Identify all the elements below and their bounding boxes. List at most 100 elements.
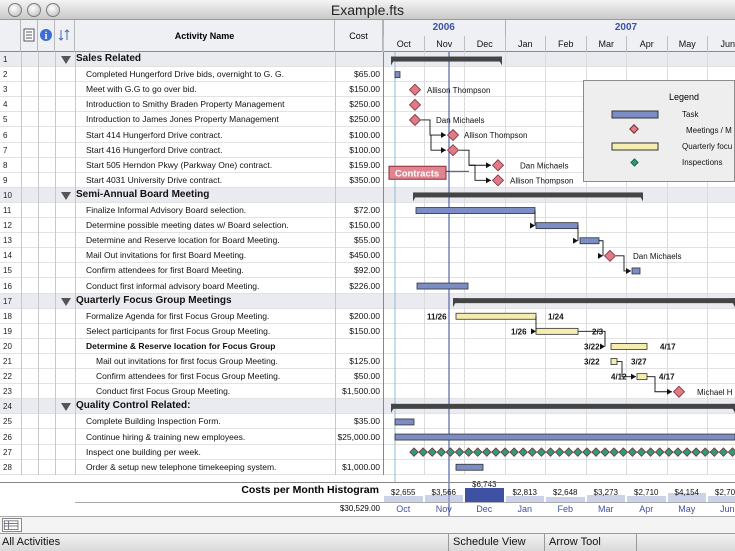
activity-name[interactable]: Complete Building Inspection Form. [86,416,221,427]
activity-name[interactable]: Formalize Agenda for first Focus Group M… [86,310,270,321]
table-row[interactable]: 7 Start 416 Hungerford Drive contract. $10… [0,143,735,158]
activity-cost[interactable]: $250.00 [349,99,380,110]
month-label[interactable]: Mar [585,36,627,52]
close-window-button[interactable] [8,3,22,17]
activity-cost[interactable]: $25,000.00 [337,431,380,442]
table-row[interactable]: 13 Determine and Reserve location for Boa… [0,233,735,249]
activity-cost[interactable]: $350.00 [349,174,380,185]
table-row[interactable]: 8 Start 505 Herndon Pkwy (Parkway One) co… [0,158,735,173]
activity-name[interactable]: Quarterly Focus Group Meetings [76,294,232,306]
summary-row[interactable]: 10 Semi-Annual Board Meeting [0,187,735,203]
table-row[interactable]: 16 Conduct first informal advisory board … [0,279,735,294]
table-row[interactable]: 14 Mail Out invitations for first Board M… [0,248,735,264]
month-label[interactable]: Oct [383,36,424,52]
activity-cost[interactable]: $1,500.00 [342,386,380,397]
disclosure-triangle-icon[interactable] [61,56,71,64]
summary-row[interactable]: 1 Sales Related [0,52,735,68]
activity-name[interactable]: Confirm attendees for first Board Meetin… [86,265,244,276]
activity-name[interactable]: Start 4031 University Drive contract. [86,174,223,185]
table-row[interactable]: 28 Order & setup new telephone timekeepin… [0,460,735,475]
month-label[interactable]: Jan [504,36,546,52]
table-row[interactable]: 6 Start 414 Hungerford Drive contract. $10… [0,128,735,143]
disclosure-triangle-icon[interactable] [61,191,71,200]
table-row[interactable]: 11 Finalize Informal Advisory Board selec… [0,203,735,219]
table-row[interactable]: 3 Meet with G.G to go over bid. $150.00 [0,82,735,98]
month-label[interactable]: Jun [707,36,735,52]
activity-name[interactable]: Confirm attendees for first Focus Group … [96,371,281,382]
activity-name[interactable]: Determine & Reserve location for Focus G… [86,340,276,351]
activity-cost[interactable]: $35.00 [354,416,380,427]
activity-name[interactable]: Sales Related [76,53,142,64]
activity-cost[interactable]: $226.00 [349,280,380,291]
activity-name[interactable]: Determine and Reserve location for Board… [86,235,280,246]
activity-cost[interactable]: $72.00 [354,205,380,215]
table-row[interactable]: 22 Confirm attendees for first Focus Grou… [0,369,735,385]
disclosure-triangle-icon[interactable] [61,403,71,412]
month-label[interactable]: Apr [626,36,667,52]
activity-cost[interactable]: $55.00 [354,235,380,246]
table-row[interactable]: 2 Completed Hungerford Drive bids, overni… [0,67,735,83]
link-column-header[interactable] [55,20,75,52]
activity-cost[interactable]: $1,000.00 [342,461,380,472]
table-row[interactable]: 19 Select participants for first Focus Gr… [0,324,735,339]
legend-box[interactable]: Legend Task Meetings / M Quarterly focu … [583,80,735,182]
month-label[interactable]: Feb [545,36,586,52]
tool-status[interactable]: Arrow Tool [549,536,601,548]
activity-name[interactable]: Start 416 Hungerford Drive contract. [86,144,223,155]
activity-name[interactable]: Continue hiring & training new employees… [86,431,246,442]
table-row[interactable]: 5 Introduction to James Jones Property Ma… [0,112,735,128]
activity-name[interactable]: Determine possible meeting dates w/ Boar… [86,220,289,231]
activity-cost[interactable]: $100.00 [349,144,380,155]
activity-name[interactable]: Conduct first informal advisory board Me… [86,280,260,291]
filter-status[interactable]: All Activities [2,536,61,548]
activity-name[interactable]: Introduction to Smithy Braden Property M… [86,99,285,110]
activity-cost[interactable]: $150.00 [349,325,380,336]
table-row[interactable]: 26 Continue hiring & training new employe… [0,430,735,445]
activity-name[interactable]: Select participants for first Focus Grou… [86,325,271,336]
activity-cost[interactable]: $200.00 [349,310,380,321]
activity-cost[interactable]: $150.00 [349,220,380,231]
activity-name[interactable]: Semi-Annual Board Meeting [76,188,210,200]
activity-name[interactable]: Conduct first Focus Group Meeting. [96,386,231,397]
table-row[interactable]: 21 Mail out invitations for first focus G… [0,354,735,370]
zoom-window-button[interactable] [46,3,60,17]
activity-name[interactable]: Mail out invitations for first focus Gro… [96,356,278,366]
table-row[interactable]: 23 Conduct first Focus Group Meeting. $1,5… [0,384,735,400]
activity-cost[interactable]: $125.00 [349,356,380,366]
activity-cost[interactable]: $450.00 [349,250,380,261]
activity-cost[interactable]: $92.00 [354,265,380,276]
summary-row[interactable]: 17 Quarterly Focus Group Meetings [0,293,735,309]
activity-name[interactable]: Order & setup new telephone timekeeping … [86,461,277,472]
activity-name[interactable]: Start 414 Hungerford Drive contract. [86,129,223,140]
notes-column-header[interactable] [21,20,38,52]
summary-row[interactable]: 24 Quality Control Related: [0,399,735,415]
activity-cost[interactable]: $150.00 [349,84,380,95]
activity-name-header[interactable]: Activity Name [75,20,335,52]
activity-name[interactable]: Inspect one building per week. [86,446,201,457]
activity-cost[interactable]: $100.00 [349,129,380,140]
activity-name[interactable]: Mail Out invitations for first Board Mee… [86,250,247,261]
activity-name[interactable]: Start 505 Herndon Pkwy (Parkway One) con… [86,159,273,170]
activity-name[interactable]: Quality Control Related: [76,400,191,412]
activity-cost[interactable]: $50.00 [354,371,380,382]
activity-name[interactable]: Meet with G.G to go over bid. [86,84,197,95]
month-label[interactable]: May [666,36,708,52]
minimize-window-button[interactable] [27,3,41,17]
view-toggle-button[interactable] [2,518,22,532]
view-status[interactable]: Schedule View [453,536,526,548]
disclosure-triangle-icon[interactable] [61,297,71,306]
activity-name[interactable]: Finalize Informal Advisory Board selecti… [86,205,247,215]
activity-cost[interactable]: $250.00 [349,114,380,125]
table-row[interactable]: 9 Start 4031 University Drive contract. $3… [0,173,735,188]
activity-cost[interactable]: $159.00 [349,159,380,170]
activity-name[interactable]: Completed Hungerford Drive bids, overnig… [86,69,284,80]
month-label[interactable]: Nov [423,36,465,52]
table-row[interactable]: 15 Confirm attendees for first Board Meet… [0,263,735,279]
activity-cost[interactable]: $65.00 [354,69,380,80]
activity-name[interactable]: Introduction to James Jones Property Man… [86,114,279,125]
table-row[interactable]: 4 Introduction to Smithy Braden Property … [0,97,735,113]
table-row[interactable]: 25 Complete Building Inspection Form. $35.… [0,414,735,430]
table-row[interactable]: 18 Formalize Agenda for first Focus Group… [0,309,735,324]
table-row[interactable]: 27 Inspect one building per week. [0,445,735,460]
info-column-header[interactable]: i [38,20,55,52]
